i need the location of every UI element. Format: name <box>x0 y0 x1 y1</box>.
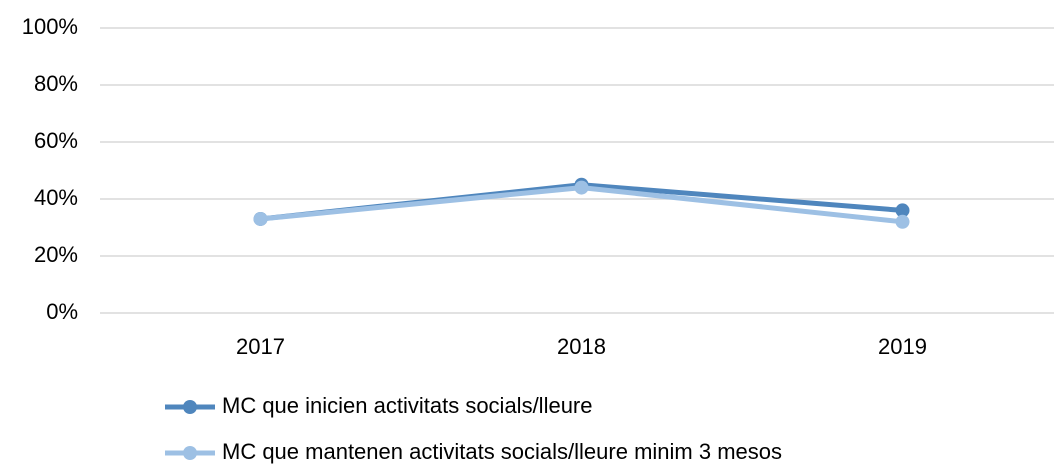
y-tick-label: 60% <box>34 128 78 153</box>
y-tick-label: 80% <box>34 71 78 96</box>
legend-label: MC que inicien activitats socials/lleure <box>222 393 593 418</box>
data-point <box>895 214 910 229</box>
y-tick-label: 40% <box>34 185 78 210</box>
legend-marker <box>183 400 197 414</box>
data-point <box>574 180 589 195</box>
legend-marker <box>183 446 197 460</box>
data-point <box>253 211 268 226</box>
y-tick-label: 0% <box>46 299 78 324</box>
x-tick-label: 2019 <box>878 334 927 359</box>
data-point <box>895 203 910 218</box>
y-tick-label: 20% <box>34 242 78 267</box>
x-tick-label: 2018 <box>557 334 606 359</box>
legend-label: MC que mantenen activitats socials/lleur… <box>222 439 782 464</box>
y-tick-label: 100% <box>22 14 78 39</box>
x-tick-label: 2017 <box>236 334 285 359</box>
